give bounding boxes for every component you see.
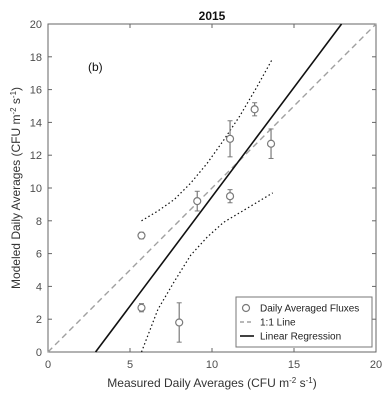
x-axis-label-prefix: Measured Daily Averages (CFU m bbox=[107, 376, 289, 390]
x-tick-label: 15 bbox=[288, 359, 300, 371]
x-axis-label-exp1: -2 bbox=[289, 376, 297, 385]
data-points bbox=[137, 102, 276, 343]
data-point bbox=[225, 192, 235, 201]
y-tick-label: 0 bbox=[36, 347, 42, 359]
legend-label: Linear Regression bbox=[260, 332, 341, 343]
y-tick-label: 6 bbox=[36, 249, 42, 261]
data-point bbox=[193, 197, 202, 206]
x-tick-label: 5 bbox=[127, 359, 133, 371]
y-tick-label: 4 bbox=[36, 281, 42, 293]
legend-label: 1:1 Line bbox=[260, 318, 296, 329]
x-tick-label: 0 bbox=[45, 359, 51, 371]
upper-confidence-band bbox=[141, 58, 274, 222]
x-tick-label: 10 bbox=[206, 359, 218, 371]
y-tick-label: 2 bbox=[36, 314, 42, 326]
y-tick-label: 20 bbox=[30, 19, 42, 31]
y-axis-label-suffix: ) bbox=[9, 87, 23, 91]
y-tick-label: 10 bbox=[30, 183, 42, 195]
data-point bbox=[137, 303, 146, 312]
chart-title: 2015 bbox=[199, 9, 226, 23]
x-axis-label-exp2: -1 bbox=[306, 376, 314, 385]
legend-marker-points bbox=[241, 303, 251, 313]
confidence-bands bbox=[140, 58, 274, 353]
y-axis-label-exp2: -1 bbox=[9, 90, 18, 98]
data-point bbox=[266, 139, 276, 148]
y-tick-label: 8 bbox=[36, 216, 42, 228]
y-tick-label: 12 bbox=[30, 150, 42, 162]
one-to-one-line bbox=[47, 23, 377, 353]
reference-lines bbox=[47, 23, 377, 353]
lower-confidence-band bbox=[140, 192, 274, 353]
x-axis-label: Measured Daily Averages (CFU m-2 s-1) bbox=[107, 376, 316, 391]
y-axis-label-exp1: -2 bbox=[9, 107, 18, 115]
y-axis-label-prefix: Modeled Daily Averages (CFU m bbox=[9, 115, 23, 290]
linear-regression-line bbox=[94, 23, 343, 353]
y-tick-label: 16 bbox=[30, 85, 42, 97]
data-point bbox=[250, 105, 259, 114]
panel-label: (b) bbox=[88, 60, 103, 74]
y-axis-label-middle: s bbox=[9, 98, 23, 107]
ticks: 0 5 10 15 20 0 2 4 6 8 10 12 14 16 18 20 bbox=[30, 19, 382, 371]
x-axis-label-middle: s bbox=[296, 376, 305, 390]
legend-label: Daily Averaged Fluxes bbox=[260, 304, 359, 315]
data-point bbox=[137, 231, 146, 240]
y-axis-label: Modeled Daily Averages (CFU m-2 s-1) bbox=[9, 87, 24, 289]
y-tick-label: 18 bbox=[30, 52, 42, 64]
data-point bbox=[225, 134, 235, 143]
legend: Daily Averaged Fluxes 1:1 Line Linear Regr… bbox=[235, 296, 373, 348]
data-point bbox=[175, 318, 184, 327]
x-tick-label: 20 bbox=[370, 359, 382, 371]
legend-box bbox=[235, 296, 373, 348]
y-tick-label: 14 bbox=[30, 117, 42, 129]
x-axis-label-suffix: ) bbox=[313, 376, 317, 390]
